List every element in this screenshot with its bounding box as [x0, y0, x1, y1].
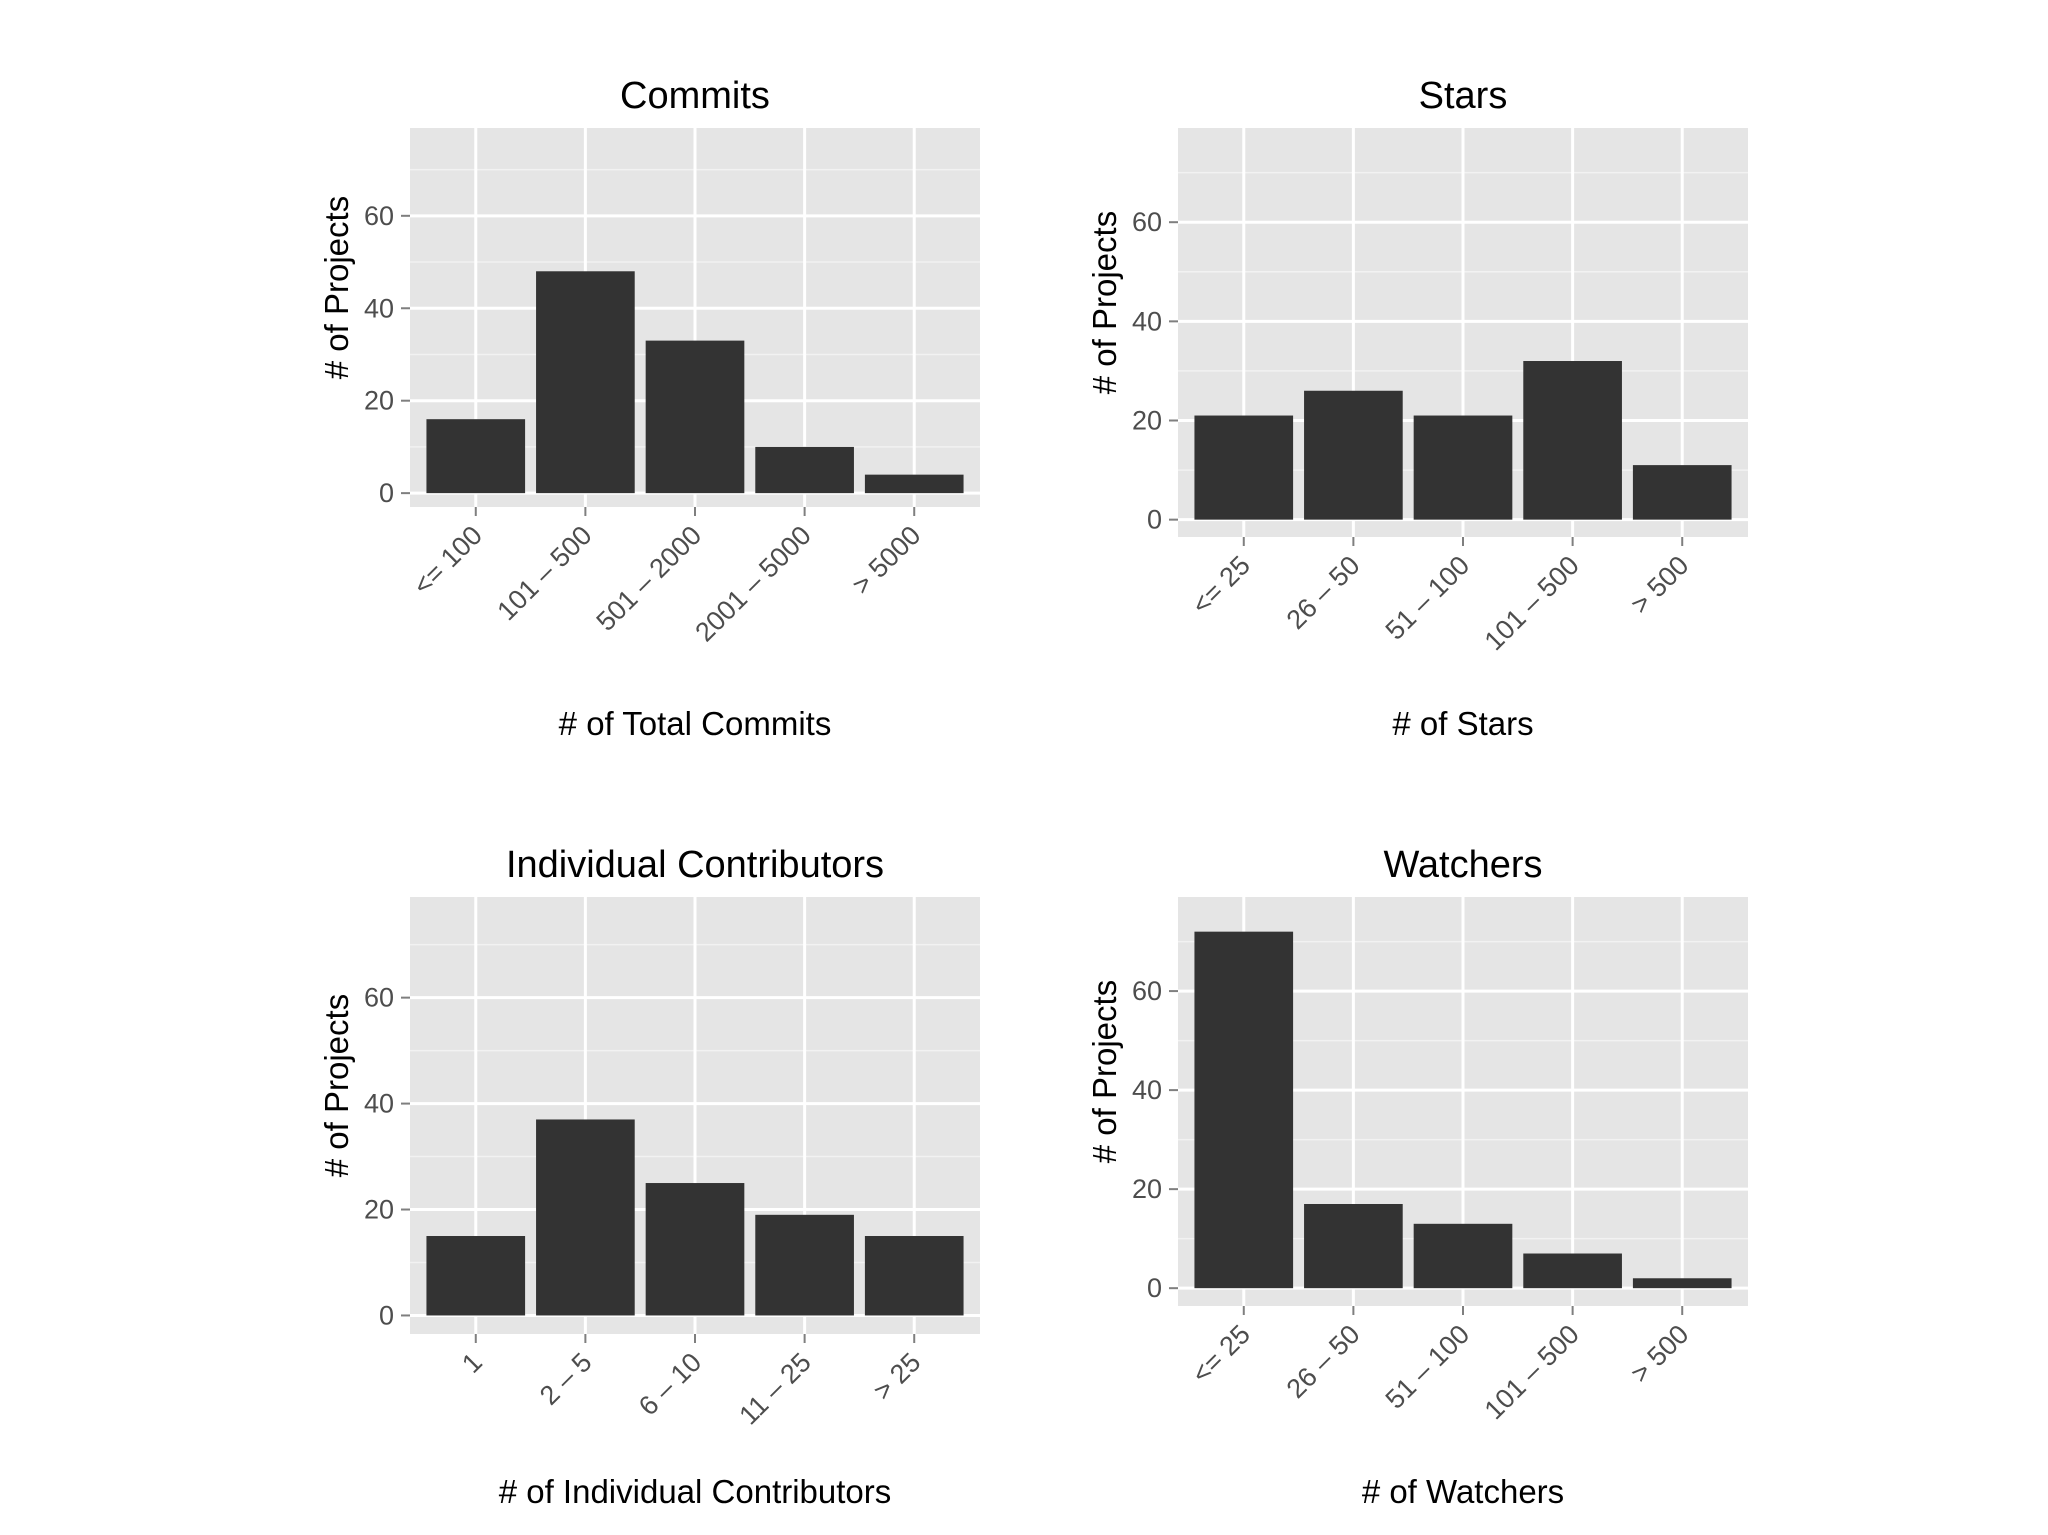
- y-tick-label: 60: [1132, 207, 1162, 237]
- x-tick-label: 101 – 500: [491, 520, 597, 626]
- bar: [755, 446, 854, 494]
- bar: [864, 1236, 964, 1316]
- x-axis-title: # of Stars: [1392, 705, 1533, 742]
- x-tick-label: 2 – 5: [534, 1347, 598, 1411]
- watchers-chart: 0 20 40 60 <= 25 26 – 50 51 – 100 101 – 500 > 50…: [1086, 844, 1748, 1510]
- x-tick-label: <= 100: [407, 520, 488, 601]
- x-tick-label: > 500: [1625, 1319, 1695, 1389]
- y-tick-label: 40: [364, 1089, 394, 1119]
- y-tick-label: 0: [379, 1300, 394, 1330]
- y-tick-label: 60: [1132, 976, 1162, 1006]
- x-tick-label: 26 – 50: [1281, 550, 1366, 635]
- bar: [755, 1214, 854, 1316]
- y-axis-title: # of Projects: [318, 196, 355, 379]
- y-tick-label: 0: [1147, 505, 1162, 535]
- bar: [1304, 390, 1403, 520]
- individual-contributors-chart: 0 20 40 60 1 2 – 5 6 – 10 11 – 25 > 25 Individual…: [318, 844, 980, 1510]
- y-tick-label: 20: [1132, 405, 1162, 435]
- x-tick-label: > 25: [868, 1347, 927, 1406]
- bar: [864, 474, 964, 494]
- bar: [536, 271, 635, 494]
- bar: [1632, 465, 1732, 520]
- y-tick-label: 20: [1132, 1174, 1162, 1204]
- x-tick-label: 2001 – 5000: [689, 520, 816, 647]
- x-tick-label: <= 25: [1186, 1319, 1256, 1389]
- bar: [426, 419, 526, 494]
- y-tick-label: 40: [1132, 1075, 1162, 1105]
- chart-title: Stars: [1419, 75, 1508, 117]
- bar: [1413, 1223, 1513, 1289]
- x-tick-label: > 5000: [846, 520, 926, 600]
- x-tick-label: 101 – 500: [1479, 550, 1585, 656]
- bar: [536, 1119, 635, 1316]
- bar: [1304, 1203, 1403, 1289]
- x-tick-label: <= 25: [1186, 550, 1256, 620]
- chart-title: Commits: [620, 75, 770, 117]
- x-tick-label: 11 – 25: [733, 1347, 817, 1431]
- chart-title: Watchers: [1383, 844, 1542, 886]
- bar: [426, 1236, 526, 1316]
- x-tick-label: 101 – 500: [1479, 1319, 1585, 1425]
- bar: [645, 1183, 745, 1316]
- bar: [1194, 931, 1294, 1289]
- bar: [1194, 415, 1294, 520]
- y-tick-label: 40: [364, 293, 394, 323]
- x-axis-title: # of Total Commits: [559, 705, 832, 742]
- chart-title: Individual Contributors: [506, 844, 884, 886]
- bar: [1413, 415, 1513, 520]
- x-tick-label: 51 – 100: [1380, 1319, 1476, 1415]
- y-axis-title: # of Projects: [318, 994, 355, 1177]
- y-tick-label: 60: [364, 201, 394, 231]
- y-axis-title: # of Projects: [1086, 211, 1123, 394]
- x-axis-title: # of Individual Contributors: [499, 1473, 892, 1510]
- y-tick-label: 60: [364, 983, 394, 1013]
- bar: [1523, 361, 1622, 520]
- x-tick-label: > 500: [1625, 550, 1695, 620]
- y-tick-label: 20: [364, 386, 394, 416]
- x-axis-title: # of Watchers: [1362, 1473, 1564, 1510]
- y-axis-title: # of Projects: [1086, 980, 1123, 1163]
- bar: [1523, 1253, 1622, 1289]
- x-tick-label: 6 – 10: [633, 1347, 707, 1421]
- stars-chart: 0 20 40 60 <= 25 26 – 50 51 – 100 101 – 500 > 50…: [1086, 75, 1748, 742]
- y-tick-label: 0: [379, 478, 394, 508]
- bar: [1632, 1278, 1732, 1289]
- x-tick-label: 51 – 100: [1380, 550, 1476, 646]
- x-tick-label: 26 – 50: [1281, 1319, 1366, 1404]
- y-tick-label: 20: [364, 1195, 394, 1225]
- x-tick-label: 501 – 2000: [590, 520, 707, 637]
- y-tick-label: 0: [1147, 1273, 1162, 1303]
- y-tick-label: 40: [1132, 306, 1162, 336]
- x-tick-label: 1: [456, 1347, 488, 1379]
- bar: [645, 340, 745, 494]
